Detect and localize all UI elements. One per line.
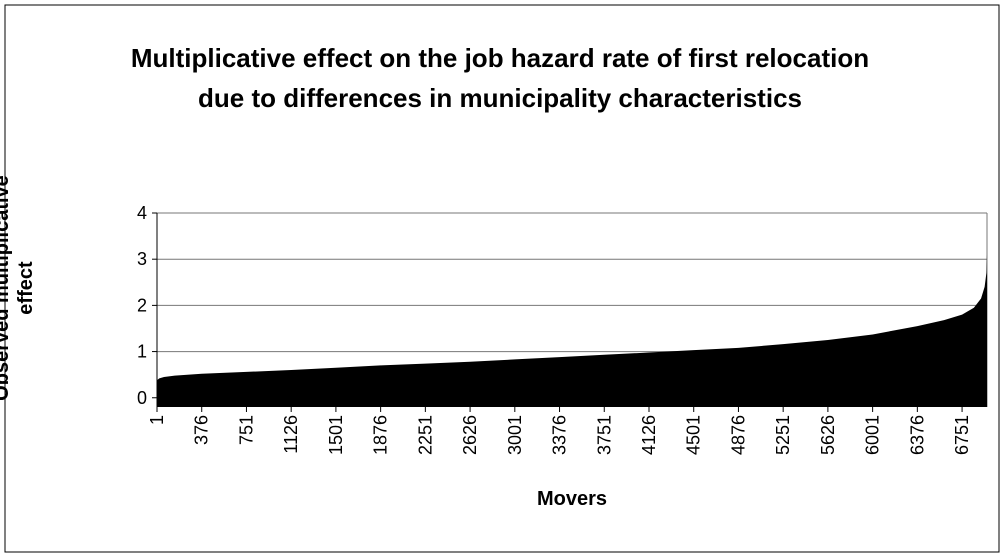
x-tick-label: 6751 [952,415,972,455]
x-tick-label: 376 [192,415,212,445]
x-tick-label: 5626 [818,415,838,455]
y-tick-label: 2 [137,295,147,315]
x-tick-label: 751 [236,415,256,445]
x-tick-label: 6001 [863,415,883,455]
x-tick-label: 6376 [907,415,927,455]
chart-title: Multiplicative effect on the job hazard … [130,43,870,113]
x-axis-label: Movers [537,488,607,510]
x-tick-label: 2626 [460,415,480,455]
x-tick-label: 3376 [550,415,570,455]
x-tick-label: 5251 [773,415,793,455]
x-tick-label: 4501 [684,415,704,455]
x-tick-label: 2251 [415,415,435,455]
y-tick-label: 4 [137,203,147,223]
x-tick-label: 3751 [594,415,614,455]
chart-border [4,4,1000,553]
area [157,254,987,407]
x-tick-label: 4876 [728,415,748,455]
x-tick-label: 3001 [505,415,525,455]
x-tick-label: 4126 [639,415,659,455]
x-tick-label: 1126 [281,415,301,454]
x-tick-label: 1876 [371,415,391,455]
x-tick-label: 1 [147,415,167,425]
y-tick-label: 1 [137,342,147,362]
x-tick-label: 1501 [326,415,346,455]
y-axis-label: Observed multiplicative effect [0,175,37,401]
y-tick-label: 3 [137,249,147,269]
y-tick-label: 0 [137,388,147,408]
